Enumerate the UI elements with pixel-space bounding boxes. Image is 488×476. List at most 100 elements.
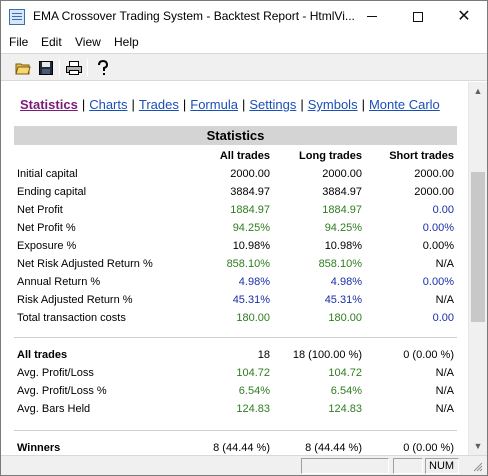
row-value-winners-short: 0 (0.00 %) — [403, 442, 454, 454]
row-value-stat-3-short: 0.00% — [422, 222, 454, 234]
help-icon — [98, 60, 109, 75]
nav-link-symbols[interactable]: Symbols — [307, 97, 358, 112]
close-button[interactable]: ✕ — [441, 1, 487, 32]
close-icon: ✕ — [457, 7, 471, 25]
nav-link-trades[interactable]: Trades — [138, 97, 179, 112]
row-label-stat-2: Net Profit — [17, 204, 63, 216]
section-title: Statistics — [14, 126, 457, 145]
scroll-up-arrow[interactable]: ▲ — [473, 85, 483, 96]
row-value-stat-8-long: 180.00 — [328, 312, 362, 324]
nav-separator: | — [81, 97, 86, 112]
app-icon — [9, 9, 25, 25]
menu-view[interactable]: View — [75, 35, 101, 49]
nav-separator: | — [361, 97, 365, 112]
row-value-stat-0-long: 2000.00 — [322, 168, 362, 180]
save-icon — [39, 61, 53, 75]
save-button[interactable] — [36, 58, 56, 78]
row-value-stat-6-all: 4.98% — [238, 276, 270, 288]
nav-link-statistics[interactable]: Statistics — [20, 97, 78, 112]
row-label-stat-6: Annual Return % — [17, 276, 101, 288]
row-label-stat-7: Risk Adjusted Return % — [17, 294, 133, 306]
menu-edit[interactable]: Edit — [41, 35, 62, 49]
nav-separator: | — [241, 97, 246, 112]
row-value-trade-2-short: N/A — [435, 403, 454, 415]
row-value-stat-6-short: 0.00% — [422, 276, 454, 288]
menu-help[interactable]: Help — [114, 35, 139, 49]
row-value-stat-7-long: 45.31% — [324, 294, 362, 306]
nav-link-charts[interactable]: Charts — [89, 97, 128, 112]
status-bar: NUM — [1, 455, 487, 475]
row-value-stat-0-all: 2000.00 — [230, 168, 270, 180]
row-value-stat-4-short: 0.00% — [422, 240, 454, 252]
scroll-thumb[interactable] — [471, 172, 485, 322]
row-value-stat-3-all: 94.25% — [232, 222, 270, 234]
status-panel-empty — [393, 458, 423, 474]
row-label-stat-5: Net Risk Adjusted Return % — [17, 258, 153, 270]
row-value-stat-1-short: 2000.00 — [414, 186, 454, 198]
row-value-stat-6-long: 4.98% — [330, 276, 362, 288]
toolbar-separator — [87, 59, 88, 77]
row-value-trade-0-long: 104.72 — [328, 367, 362, 379]
row-label-trade-0: Avg. Profit/Loss — [17, 367, 94, 379]
section-divider — [14, 337, 457, 338]
row-label-winners: Winners — [17, 442, 61, 454]
nav-link-formula[interactable]: Formula — [190, 97, 238, 112]
row-value-trade-1-long: 6.54% — [330, 385, 362, 397]
row-label-all-trades: All trades — [17, 349, 68, 361]
help-button[interactable] — [93, 58, 113, 78]
maximize-icon — [413, 11, 423, 22]
row-label-stat-1: Ending capital — [17, 186, 87, 198]
vertical-scrollbar[interactable]: ▲ ▼ — [468, 82, 487, 455]
row-value-stat-5-short: N/A — [435, 258, 454, 270]
row-value-stat-1-long: 3884.97 — [322, 186, 362, 198]
open-button[interactable] — [13, 58, 33, 78]
row-value-winners-long: 8 (44.44 %) — [305, 442, 362, 454]
row-value-trade-0-all: 104.72 — [236, 367, 270, 379]
nav-link-settings[interactable]: Settings — [249, 97, 297, 112]
scroll-down-arrow[interactable]: ▼ — [473, 440, 483, 451]
row-label-stat-0: Initial capital — [17, 168, 78, 180]
row-label-stat-8: Total transaction costs — [17, 312, 126, 324]
row-value-trade-2-all: 124.83 — [236, 403, 270, 415]
row-value-stat-4-long: 10.98% — [324, 240, 362, 252]
row-value-winners-all: 8 (44.44 %) — [213, 442, 270, 454]
row-value-stat-0-short: 2000.00 — [414, 168, 454, 180]
row-value-stat-8-all: 180.00 — [236, 312, 270, 324]
row-value-stat-8-short: 0.00 — [432, 312, 454, 324]
nav-link-monte-carlo[interactable]: Monte Carlo — [368, 97, 440, 112]
row-value-stat-7-all: 45.31% — [232, 294, 270, 306]
maximize-button[interactable] — [395, 1, 441, 32]
status-panel-empty — [301, 458, 389, 474]
row-value-stat-3-long: 94.25% — [324, 222, 362, 234]
row-value-stat-7-short: N/A — [435, 294, 454, 306]
row-value-all-trades-all: 18 — [257, 349, 270, 361]
window-title: EMA Crossover Trading System - Backtest … — [33, 9, 355, 23]
row-value-stat-5-long: 858.10% — [318, 258, 362, 270]
column-header-all: All trades — [219, 150, 270, 162]
minimize-icon — [367, 16, 377, 17]
row-value-stat-4-all: 10.98% — [232, 240, 270, 252]
print-button[interactable] — [64, 58, 84, 78]
resize-grip-icon[interactable] — [473, 462, 483, 472]
title-bar[interactable]: EMA Crossover Trading System - Backtest … — [1, 1, 487, 32]
toolbar — [1, 53, 487, 81]
menu-file[interactable]: File — [9, 35, 29, 49]
column-header-long: Long trades — [299, 150, 362, 162]
section-divider — [14, 430, 457, 431]
row-value-stat-2-short: 0.00 — [432, 204, 454, 216]
row-label-trade-2: Avg. Bars Held — [17, 403, 91, 415]
row-value-stat-5-all: 858.10% — [226, 258, 270, 270]
column-header-short: Short trades — [389, 150, 454, 162]
row-value-trade-2-long: 124.83 — [328, 403, 362, 415]
row-value-stat-2-all: 1884.97 — [230, 204, 270, 216]
row-value-stat-2-long: 1884.97 — [322, 204, 362, 216]
open-folder-icon — [15, 63, 31, 75]
nav-separator: | — [182, 97, 187, 112]
row-label-stat-3: Net Profit % — [17, 222, 76, 234]
row-label-trade-1: Avg. Profit/Loss % — [17, 385, 107, 397]
minimize-button[interactable] — [349, 1, 395, 32]
report-view: Statistics | Charts | Trades | Formula | Setting… — [2, 82, 468, 455]
menu-bar: File Edit View Help — [1, 32, 487, 53]
num-lock-indicator: NUM — [425, 458, 459, 474]
